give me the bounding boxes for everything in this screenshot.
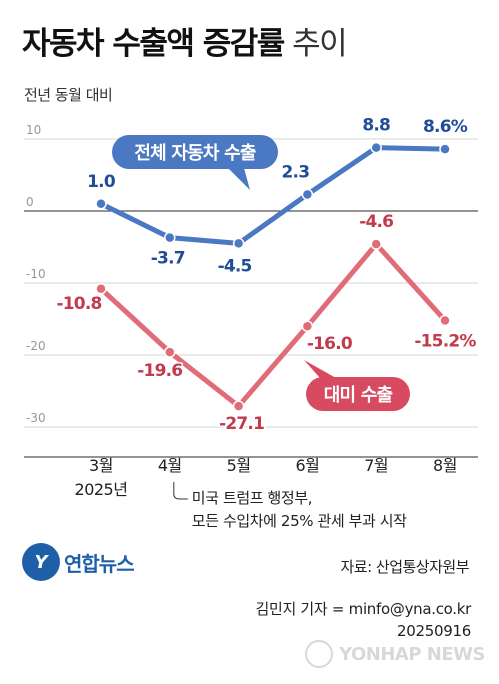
data-label: 8.8 (362, 116, 390, 136)
data-label: 2.3 (282, 162, 310, 182)
data-label: 8.6% (423, 117, 468, 137)
data-label: -27.1 (219, 414, 264, 434)
data-point (164, 346, 176, 358)
annotation-bracket (173, 482, 188, 500)
yonhap-logo-icon: Y (22, 543, 60, 581)
reporter-text: 김민지 기자 = minfo@yna.co.kr (255, 600, 471, 618)
data-point (439, 143, 451, 155)
data-label: -4.5 (218, 256, 252, 276)
data-label: -16.0 (307, 334, 353, 354)
date-text: 20250916 (397, 622, 471, 640)
watermark-icon (305, 640, 334, 668)
data-point (301, 188, 314, 201)
series-callout-red (306, 377, 410, 411)
x-tick-label: 8월 (433, 456, 457, 475)
x-tick-label: 5월 (227, 456, 251, 475)
data-point (370, 238, 382, 250)
y-tick-label: -30 (26, 411, 46, 425)
yonhap-logo-text: 연합뉴스 (64, 551, 135, 576)
data-point (439, 314, 451, 327)
data-point (95, 198, 107, 210)
y-tick-label: 10 (26, 123, 41, 137)
data-point (370, 141, 382, 154)
series-line-0 (98, 145, 448, 246)
series-callout-blue (112, 135, 278, 169)
yonhap-logo: Y 연합뉴스 (22, 540, 135, 584)
source-text: 자료: 산업통상자원부 (340, 558, 469, 576)
watermark: YONHAP NEWS (305, 640, 485, 668)
data-point (232, 400, 245, 412)
data-point (301, 320, 314, 332)
data-point (164, 231, 176, 244)
data-point (232, 237, 245, 250)
data-label: -3.7 (151, 249, 185, 269)
series-callout-pointer (228, 168, 250, 190)
x-tick-label: 3월 (89, 456, 113, 475)
series-name-blue: 전체 자동차 수출 (134, 143, 255, 164)
x-tick-label: 4월 (158, 456, 182, 475)
y-tick-label: -10 (26, 267, 46, 281)
chart-title: 자동차 수출액 증감률 추이 (22, 18, 348, 63)
watermark-text: YONHAP NEWS (339, 643, 485, 665)
title-suffix: 추이 (292, 26, 348, 62)
data-label: -15.2% (414, 331, 476, 351)
series-name-red: 대미 수출 (324, 385, 393, 406)
byline: 김민지 기자 = minfo@yna.co.kr 20250916 (255, 598, 471, 642)
chart-subtitle: 전년 동월 대비 (24, 86, 113, 104)
x-tick-label: 7월 (364, 456, 388, 475)
x-tick-label: 6월 (295, 456, 319, 475)
y-tick-label: 0 (26, 195, 34, 209)
data-point (95, 283, 107, 295)
title-main: 자동차 수출액 증감률 (22, 26, 285, 62)
data-label: -10.8 (57, 294, 102, 314)
series-line-1 (98, 241, 448, 409)
series-callout-pointer (304, 360, 336, 378)
year-label: 2025년 (75, 480, 128, 499)
annotation-text-line-2: 모든 수입차에 25% 관세 부과 시작 (192, 512, 407, 530)
data-label: -4.6 (359, 212, 393, 232)
annotation-text-line-1: 미국 트럼프 행정부, (192, 489, 312, 507)
data-label: -19.6 (137, 361, 182, 381)
data-label: 1.0 (87, 172, 116, 192)
y-tick-label: -20 (26, 339, 46, 353)
